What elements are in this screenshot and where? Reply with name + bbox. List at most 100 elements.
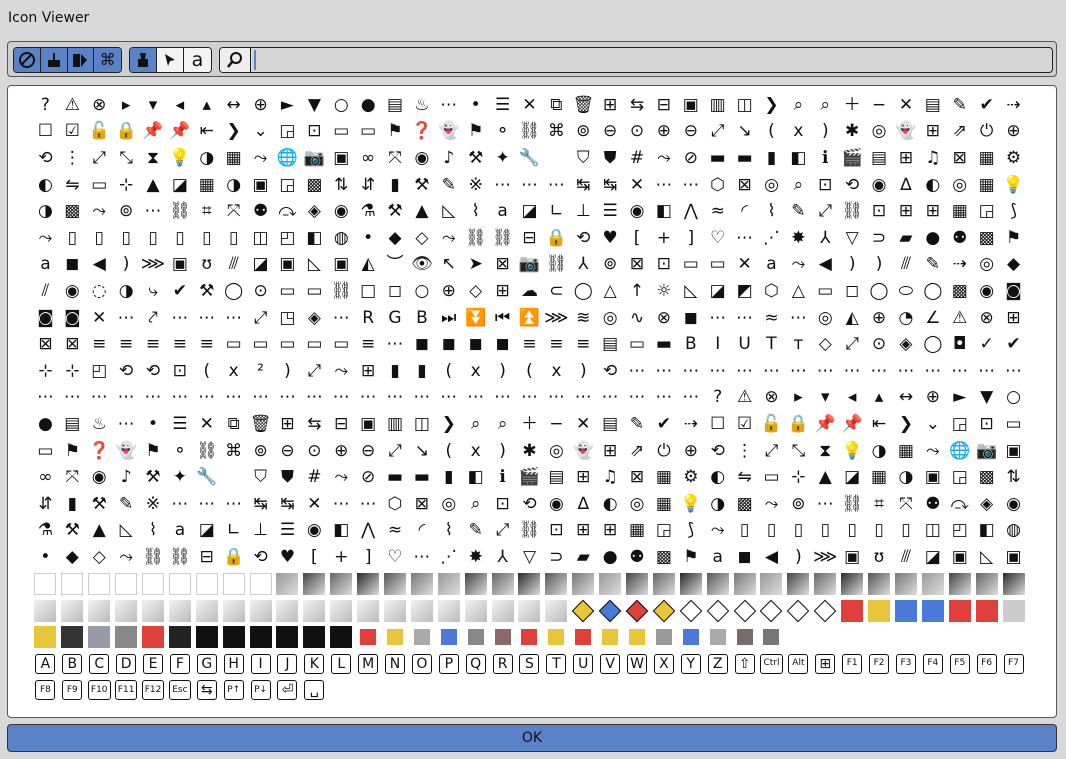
grid-icon[interactable]: ⟆ — [1000, 198, 1027, 225]
grid-icon[interactable]: ⧗ — [812, 438, 839, 465]
grid-icon[interactable] — [677, 624, 704, 651]
grid-icon[interactable]: ▬ — [408, 464, 435, 491]
grid-icon[interactable]: a — [489, 198, 516, 225]
grid-icon[interactable]: ⚒ — [140, 464, 167, 491]
grid-icon[interactable]: ⤳ — [704, 518, 731, 545]
grid-icon[interactable]: ◭ — [355, 252, 382, 279]
grid-icon[interactable]: ⊞ — [597, 438, 624, 465]
grid-icon[interactable]: △ — [785, 278, 812, 305]
keycap-icon[interactable]: F7 — [1000, 650, 1027, 677]
grid-icon[interactable]: ⅄ — [570, 252, 597, 279]
search-icon[interactable] — [220, 48, 251, 72]
grid-icon[interactable] — [570, 597, 597, 624]
grid-icon[interactable] — [1000, 571, 1027, 598]
grid-icon[interactable]: ⊕ — [866, 305, 893, 332]
grid-icon[interactable]: 🗑 — [247, 411, 274, 438]
grid-icon[interactable]: ⊥ — [247, 518, 274, 545]
grid-icon[interactable]: ▴ — [866, 385, 893, 412]
grid-icon[interactable]: ∞ — [32, 464, 59, 491]
grid-icon[interactable]: ▭ — [274, 331, 301, 358]
grid-icon[interactable]: ⛓ — [328, 278, 355, 305]
grid-icon[interactable]: ⊡ — [866, 198, 893, 225]
grid-icon[interactable]: ▤ — [59, 411, 86, 438]
grid-icon[interactable]: ▦ — [650, 491, 677, 518]
grid-icon[interactable]: ⟲ — [597, 358, 624, 385]
grid-icon[interactable]: ◪ — [919, 544, 946, 571]
grid-icon[interactable]: ◪ — [704, 278, 731, 305]
grid-icon[interactable]: ⊡ — [543, 518, 570, 545]
keycap-icon[interactable]: ⇆ — [193, 677, 220, 704]
grid-icon[interactable] — [355, 597, 382, 624]
grid-icon[interactable]: ✎ — [919, 252, 946, 279]
grid-icon[interactable]: ⚠ — [946, 305, 973, 332]
grid-icon[interactable]: ⋯ — [166, 385, 193, 412]
grid-icon[interactable]: △ — [597, 278, 624, 305]
grid-icon[interactable]: ⋯ — [543, 172, 570, 199]
grid-icon[interactable]: 👻 — [435, 119, 462, 146]
grid-icon[interactable]: ⊡ — [301, 119, 328, 146]
grid-icon[interactable]: ◲ — [274, 172, 301, 199]
grid-icon[interactable]: ▭ — [812, 278, 839, 305]
grid-icon[interactable]: ◼ — [731, 544, 758, 571]
grid-icon[interactable]: ⊠ — [59, 331, 86, 358]
grid-icon[interactable] — [866, 597, 893, 624]
grid-icon[interactable]: x — [220, 358, 247, 385]
grid-icon[interactable]: ⤢ — [704, 119, 731, 146]
grid-icon[interactable]: ⤢ — [489, 518, 516, 545]
grid-icon[interactable] — [839, 597, 866, 624]
grid-icon[interactable] — [32, 571, 59, 598]
grid-icon[interactable] — [758, 597, 785, 624]
grid-icon[interactable] — [543, 571, 570, 598]
grid-icon[interactable]: ∠ — [919, 305, 946, 332]
grid-icon[interactable]: ✔ — [650, 411, 677, 438]
grid-icon[interactable]: ◎ — [973, 252, 1000, 279]
grid-icon[interactable]: x — [462, 438, 489, 465]
color-icon[interactable] — [67, 48, 95, 72]
grid-icon[interactable]: ● — [355, 92, 382, 119]
grid-icon[interactable]: ⛊ — [274, 464, 301, 491]
grid-icon[interactable]: ⊟ — [650, 92, 677, 119]
grid-icon[interactable]: ⚉ — [919, 491, 946, 518]
keycap-icon[interactable]: V — [597, 650, 624, 677]
grid-icon[interactable]: B — [408, 305, 435, 332]
grid-icon[interactable]: ✎ — [946, 92, 973, 119]
grid-icon[interactable] — [812, 571, 839, 598]
grid-icon[interactable]: ⏮ — [489, 305, 516, 332]
grid-icon[interactable] — [382, 571, 409, 598]
grid-icon[interactable]: ≡ — [140, 331, 167, 358]
grid-icon[interactable]: ▰ — [893, 225, 920, 252]
grid-icon[interactable]: ( — [435, 438, 462, 465]
grid-icon[interactable]: ⊕ — [677, 438, 704, 465]
grid-icon[interactable] — [597, 597, 624, 624]
grid-icon[interactable]: ⤢ — [382, 438, 409, 465]
grid-icon[interactable]: ⋯ — [946, 358, 973, 385]
keycap-icon[interactable]: O — [408, 650, 435, 677]
grid-icon[interactable]: ⊖ — [597, 119, 624, 146]
grid-icon[interactable]: ● — [32, 411, 59, 438]
grid-icon[interactable]: ▥ — [382, 411, 409, 438]
grid-icon[interactable]: ⊞ — [919, 198, 946, 225]
grid-icon[interactable]: ❓ — [86, 438, 113, 465]
keycap-icon[interactable]: H — [220, 650, 247, 677]
grid-icon[interactable]: ( — [193, 358, 220, 385]
grid-icon[interactable]: ⋯ — [166, 305, 193, 332]
grid-icon[interactable]: ♪ — [113, 464, 140, 491]
grid-icon[interactable]: ⊞ — [1000, 305, 1027, 332]
grid-icon[interactable]: ▣ — [1000, 438, 1027, 465]
grid-icon[interactable]: ⇢ — [946, 252, 973, 279]
grid-icon[interactable]: ⋯ — [328, 385, 355, 412]
grid-icon[interactable]: ◇ — [462, 278, 489, 305]
grid-icon[interactable]: ⛓ — [166, 198, 193, 225]
grid-icon[interactable]: ⊹ — [59, 358, 86, 385]
grid-icon[interactable]: ◺ — [113, 518, 140, 545]
grid-icon[interactable]: + — [650, 225, 677, 252]
grid-icon[interactable]: ⤼ — [946, 491, 973, 518]
grid-icon[interactable]: ▦ — [220, 145, 247, 172]
grid-icon[interactable]: ⊞ — [597, 92, 624, 119]
grid-icon[interactable] — [59, 597, 86, 624]
grid-icon[interactable]: ʊ — [193, 252, 220, 279]
grid-icon[interactable]: ⚒ — [382, 198, 409, 225]
grid-icon[interactable]: ◌ — [86, 278, 113, 305]
grid-icon[interactable]: ↹ — [597, 172, 624, 199]
grid-icon[interactable]: ⊕ — [919, 385, 946, 412]
